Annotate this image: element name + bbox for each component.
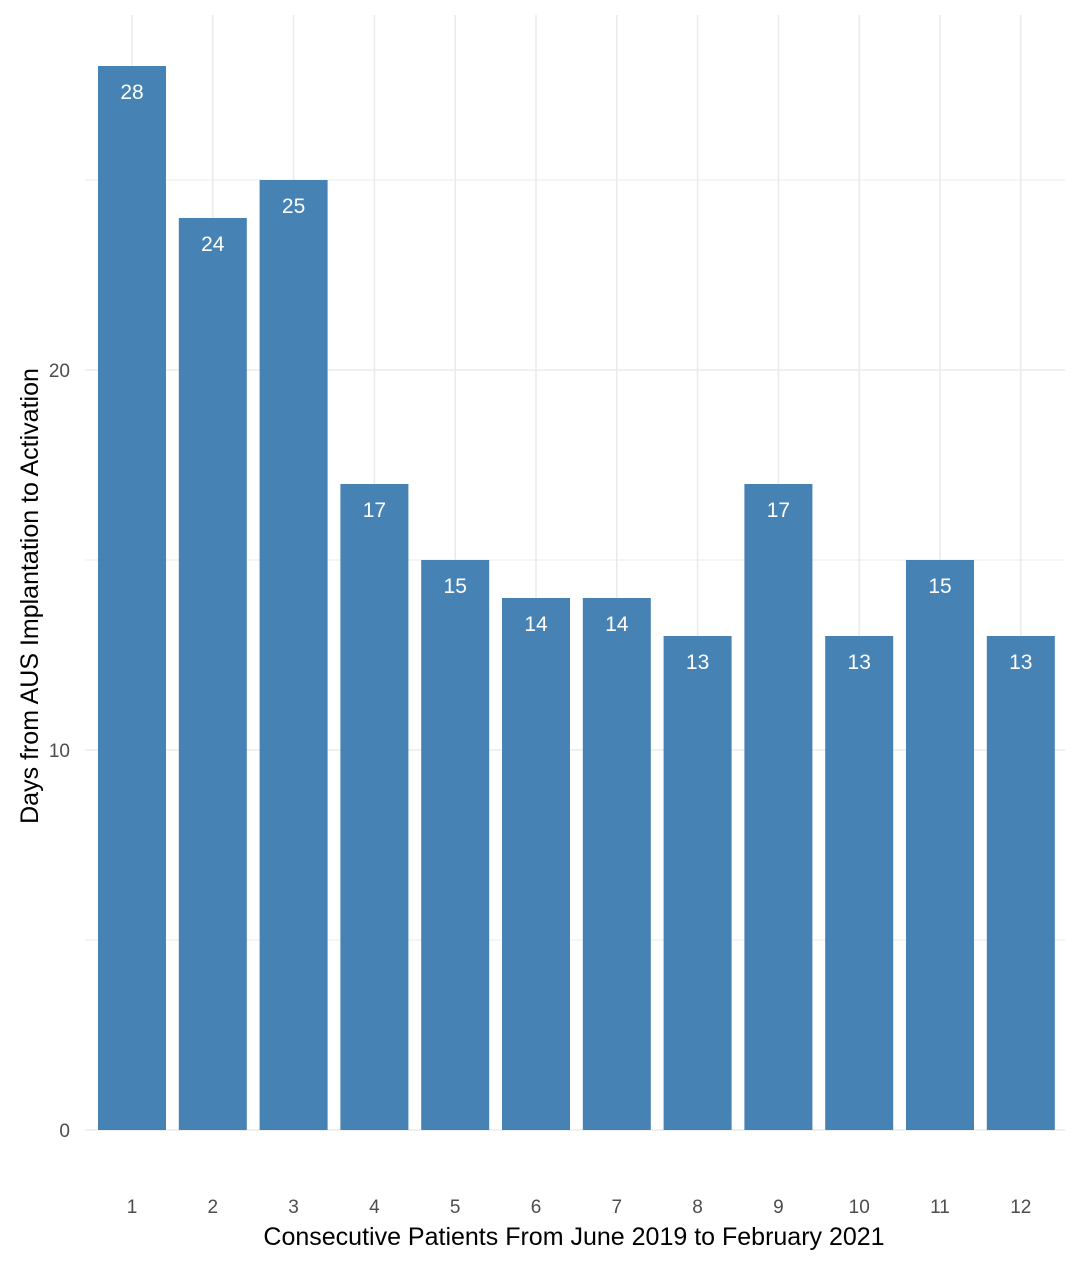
bar-value-label: 13 xyxy=(686,651,709,674)
bar xyxy=(825,636,894,1130)
bar xyxy=(502,598,570,1130)
y-tick-labels: 0 10 20 xyxy=(49,361,70,1142)
x-tick-labels: 1 2 3 4 5 6 7 8 9 10 11 12 xyxy=(127,1197,1032,1218)
bar-value-label: 14 xyxy=(524,613,548,636)
bar xyxy=(582,598,651,1130)
x-tick-label: 4 xyxy=(369,1197,380,1218)
bar-value-label: 24 xyxy=(201,233,225,256)
y-axis-title: Days from AUS Implantation to Activation xyxy=(16,368,44,824)
bar xyxy=(421,560,490,1130)
bar xyxy=(98,66,166,1130)
x-tick-label: 11 xyxy=(930,1197,950,1218)
x-tick-label: 12 xyxy=(1010,1197,1031,1218)
bar-value-label: 17 xyxy=(767,499,790,522)
y-tick-label: 0 xyxy=(59,1121,70,1142)
x-tick-label: 2 xyxy=(208,1197,219,1218)
y-tick-label: 20 xyxy=(49,361,70,382)
bar xyxy=(906,560,974,1130)
bar xyxy=(340,484,409,1130)
bar-value-label: 25 xyxy=(282,195,305,218)
bar-value-label: 17 xyxy=(363,499,386,522)
bar xyxy=(259,180,328,1130)
bar-value-label: 14 xyxy=(605,613,629,636)
bar-value-label: 13 xyxy=(848,651,871,674)
x-tick-label: 8 xyxy=(692,1197,703,1218)
bar xyxy=(744,484,813,1130)
bars: 28 24 25 17 15 14 14 13 17 13 15 13 xyxy=(98,66,1055,1130)
x-tick-label: 7 xyxy=(612,1197,623,1218)
x-tick-label: 9 xyxy=(773,1197,784,1218)
x-tick-label: 6 xyxy=(531,1197,542,1218)
y-tick-label: 10 xyxy=(49,741,70,762)
x-tick-label: 5 xyxy=(450,1197,461,1218)
bar xyxy=(178,218,247,1130)
bar xyxy=(986,636,1055,1130)
bar-value-label: 15 xyxy=(444,575,467,598)
bar xyxy=(663,636,732,1130)
x-axis-title: Consecutive Patients From June 2019 to F… xyxy=(263,1223,884,1251)
bar-value-label: 28 xyxy=(120,81,143,104)
x-tick-label: 1 xyxy=(127,1197,138,1218)
x-tick-label: 3 xyxy=(288,1197,299,1218)
x-tick-label: 10 xyxy=(849,1197,870,1218)
bar-value-label: 15 xyxy=(928,575,951,598)
bar-value-label: 13 xyxy=(1009,651,1032,674)
